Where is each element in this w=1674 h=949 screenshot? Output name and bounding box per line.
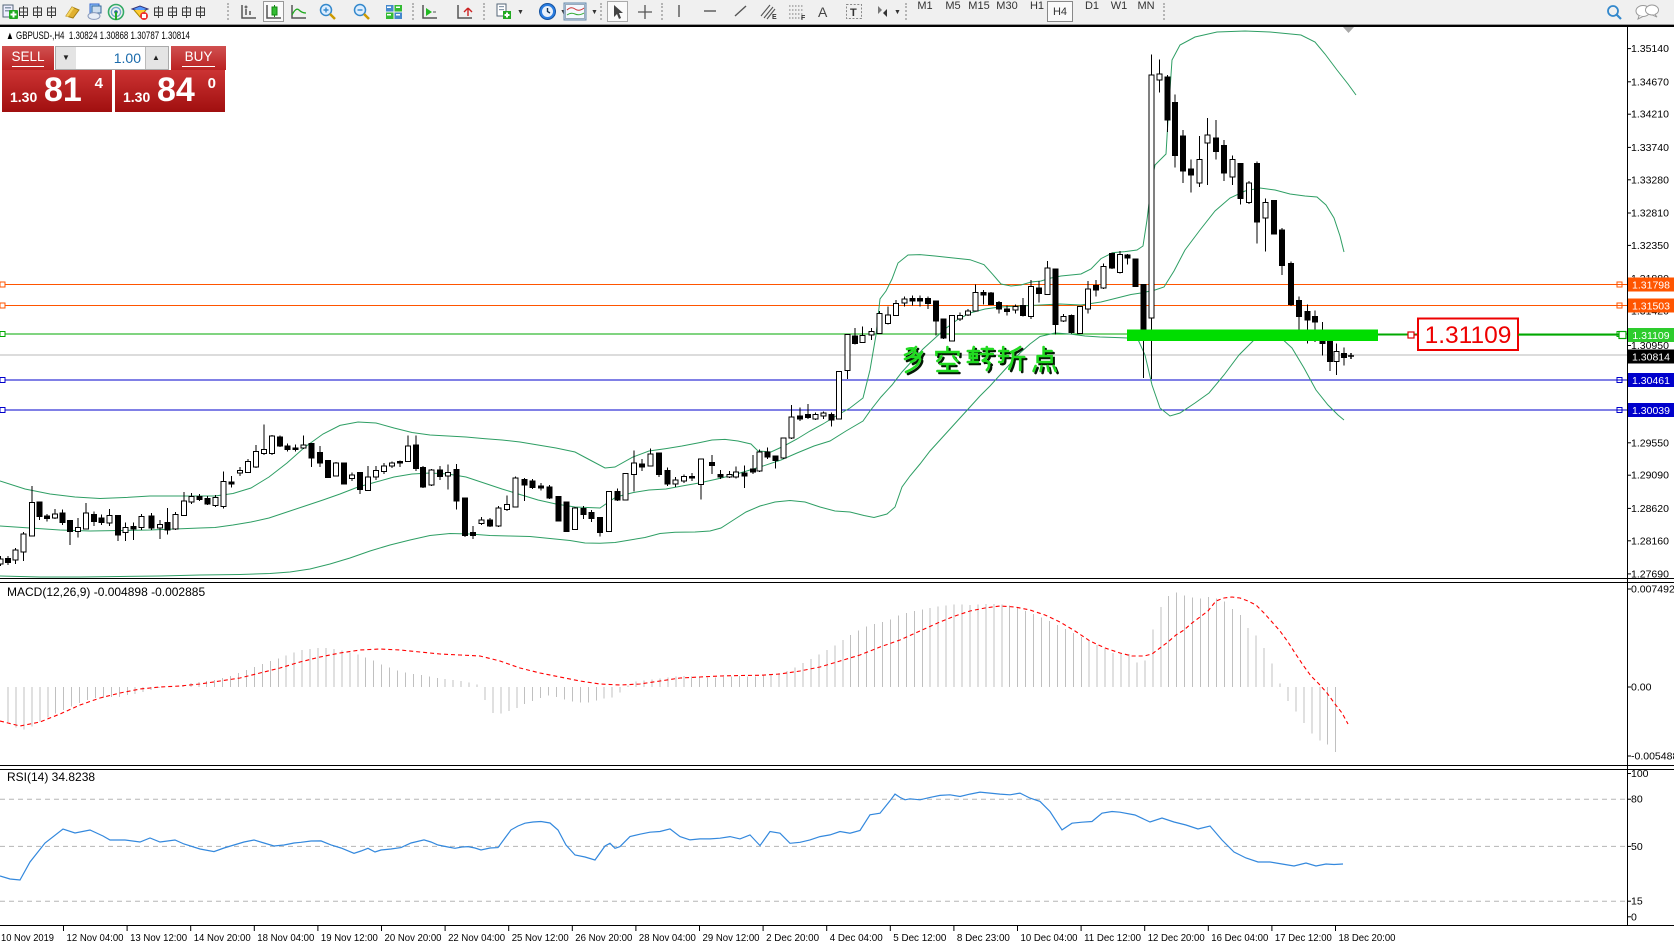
svg-text:RSI(14) 34.8238: RSI(14) 34.8238 (7, 770, 95, 784)
svg-text:14 Nov 20:00: 14 Nov 20:00 (194, 933, 251, 944)
svg-text:13 Nov 12:00: 13 Nov 12:00 (130, 933, 187, 944)
svg-text:17 Dec 12:00: 17 Dec 12:00 (1275, 933, 1332, 944)
svg-text:16 Dec 04:00: 16 Dec 04:00 (1211, 933, 1268, 944)
svg-text:1.35140: 1.35140 (1631, 43, 1669, 55)
svg-text:1.31109: 1.31109 (1425, 322, 1512, 349)
svg-text:11 Dec 12:00: 11 Dec 12:00 (1084, 933, 1141, 944)
svg-text:8 Dec 23:00: 8 Dec 23:00 (957, 933, 1010, 944)
svg-text:5 Dec 12:00: 5 Dec 12:00 (893, 933, 946, 944)
svg-text:100: 100 (1631, 768, 1649, 780)
svg-text:0.007492: 0.007492 (1631, 584, 1674, 596)
svg-text:1.31503: 1.31503 (1632, 300, 1670, 312)
svg-text:1.30950: 1.30950 (1631, 340, 1669, 352)
svg-text:1.32350: 1.32350 (1631, 240, 1669, 252)
svg-text:18 Nov 04:00: 18 Nov 04:00 (257, 933, 314, 944)
svg-text:80: 80 (1631, 794, 1643, 806)
svg-text:50: 50 (1631, 841, 1643, 853)
svg-text:1.34210: 1.34210 (1631, 109, 1669, 121)
svg-text:29 Nov 12:00: 29 Nov 12:00 (703, 933, 760, 944)
svg-text:25 Nov 12:00: 25 Nov 12:00 (512, 933, 569, 944)
svg-text:12 Dec 20:00: 12 Dec 20:00 (1148, 933, 1205, 944)
svg-text:E: E (772, 14, 777, 20)
svg-text:22 Nov 04:00: 22 Nov 04:00 (448, 933, 505, 944)
svg-text:1.30039: 1.30039 (1632, 405, 1670, 417)
svg-text:1.28160: 1.28160 (1631, 535, 1669, 547)
svg-text:28 Nov 04:00: 28 Nov 04:00 (639, 933, 696, 944)
svg-text:-0.005488: -0.005488 (1631, 751, 1674, 763)
svg-text:19 Nov 12:00: 19 Nov 12:00 (321, 933, 378, 944)
svg-text:15: 15 (1631, 896, 1643, 908)
svg-text:1.29550: 1.29550 (1631, 437, 1669, 449)
svg-text:T: T (850, 7, 857, 19)
svg-text:10 Nov 2019: 10 Nov 2019 (1, 933, 54, 944)
svg-text:1.32810: 1.32810 (1631, 208, 1669, 220)
svg-text:20 Nov 20:00: 20 Nov 20:00 (385, 933, 442, 944)
svg-text:1.33280: 1.33280 (1631, 174, 1669, 186)
svg-text:MACD(12,26,9) -0.004898 -0.002: MACD(12,26,9) -0.004898 -0.002885 (7, 585, 205, 599)
svg-text:0: 0 (1631, 911, 1637, 923)
svg-text:4 Dec 04:00: 4 Dec 04:00 (830, 933, 883, 944)
svg-text:1.30814: 1.30814 (1632, 351, 1670, 363)
svg-text:1.30461: 1.30461 (1632, 375, 1670, 387)
svg-text:1.34670: 1.34670 (1631, 76, 1669, 88)
svg-text:1.28620: 1.28620 (1631, 503, 1669, 515)
svg-text:12 Nov 04:00: 12 Nov 04:00 (67, 933, 124, 944)
svg-text:1.31798: 1.31798 (1632, 279, 1670, 291)
svg-text:1.33740: 1.33740 (1631, 142, 1669, 154)
svg-text:0.00: 0.00 (1631, 682, 1652, 694)
svg-text:18 Dec 20:00: 18 Dec 20:00 (1339, 933, 1396, 944)
svg-text:1.29090: 1.29090 (1631, 470, 1669, 482)
svg-text:1.31109: 1.31109 (1632, 330, 1669, 342)
svg-text:10 Dec 04:00: 10 Dec 04:00 (1021, 933, 1078, 944)
svg-text:1.27690: 1.27690 (1631, 568, 1669, 580)
svg-text:2 Dec 20:00: 2 Dec 20:00 (766, 933, 819, 944)
svg-text:F: F (801, 15, 806, 20)
svg-text:26 Nov 20:00: 26 Nov 20:00 (575, 933, 632, 944)
